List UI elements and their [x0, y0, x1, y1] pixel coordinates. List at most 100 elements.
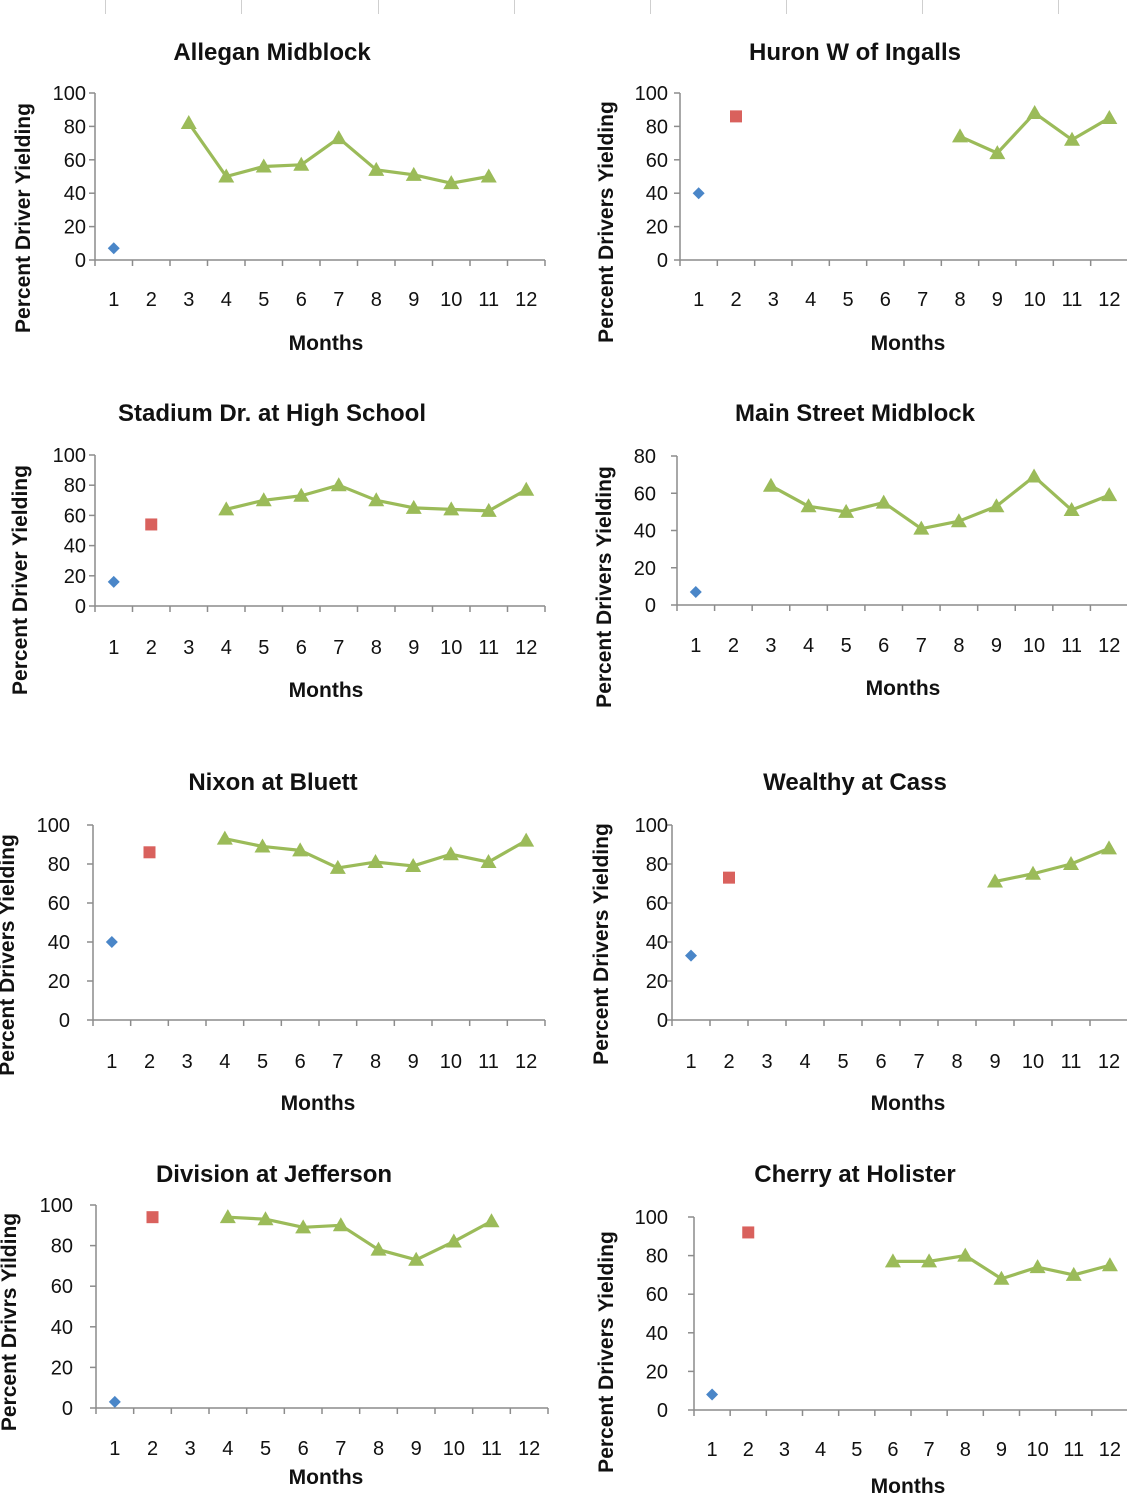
triangle-marker: [255, 492, 272, 507]
y-tick-label: 0: [645, 595, 656, 617]
triangle-marker: [180, 115, 197, 130]
chart-title: Huron W of Ingalls: [749, 39, 961, 66]
triangle-marker: [884, 1253, 901, 1268]
x-tick-label: 11: [1063, 1439, 1084, 1461]
x-tick-label: 6: [298, 1438, 309, 1460]
x-tick-label: 8: [954, 289, 965, 311]
triangle-marker: [1029, 1259, 1046, 1274]
triangle-marker: [987, 873, 1003, 888]
x-tick-label: 12: [515, 637, 537, 659]
y-tick-label: 0: [59, 1010, 70, 1032]
y-axis-label: Percent Drivers Yielding: [595, 1231, 618, 1473]
y-tick-label: 60: [64, 150, 86, 172]
x-tick-label: 11: [1061, 635, 1082, 657]
x-tick-label: 5: [841, 635, 852, 657]
triangle-marker: [1026, 468, 1043, 483]
x-tick-label: 8: [953, 635, 964, 657]
y-tick-label: 0: [657, 1010, 668, 1032]
triangle-marker: [408, 1251, 425, 1266]
y-tick-label: 80: [646, 116, 668, 138]
x-tick-label: 8: [373, 1438, 384, 1460]
x-tick-label: 1: [108, 289, 119, 311]
x-tick-label: 4: [221, 637, 232, 659]
x-tick-label: 11: [1061, 1051, 1082, 1073]
y-tick-label: 40: [64, 536, 86, 558]
x-tick-label: 8: [951, 1051, 962, 1073]
x-tick-label: 11: [1062, 289, 1083, 311]
y-tick-label: 20: [48, 971, 70, 993]
triangle-marker: [254, 838, 271, 853]
triangle-marker: [1101, 487, 1118, 502]
triangle-marker: [988, 498, 1005, 513]
triangle-marker: [216, 830, 233, 845]
y-tick-label: 20: [634, 558, 656, 580]
top-tick-mark: [1058, 0, 1059, 14]
x-tick-label: 12: [518, 1438, 540, 1460]
square-marker: [145, 518, 158, 531]
top-tick-mark: [514, 0, 515, 14]
top-tick-mark: [378, 0, 379, 14]
triangle-marker: [368, 492, 385, 507]
x-tick-label: 1: [109, 1438, 120, 1460]
y-tick-label: 20: [64, 217, 86, 239]
y-tick-label: 100: [53, 445, 86, 467]
x-axis-label: Months: [289, 679, 364, 702]
x-axis-label: Months: [289, 332, 364, 355]
triangle-marker: [1065, 1266, 1082, 1281]
x-tick-label: 5: [257, 1051, 268, 1073]
triangle-marker: [483, 1213, 500, 1228]
triangle-marker: [292, 842, 309, 857]
x-tick-label: 2: [730, 289, 741, 311]
chart-title: Wealthy at Cass: [763, 769, 947, 796]
x-tick-label: 6: [296, 637, 307, 659]
triangle-marker: [443, 175, 460, 190]
x-tick-label: 7: [333, 289, 344, 311]
x-tick-label: 6: [887, 1439, 898, 1461]
y-tick-label: 80: [64, 116, 86, 138]
x-tick-label: 7: [924, 1439, 935, 1461]
y-tick-label: 20: [51, 1357, 73, 1379]
y-tick-label: 20: [646, 971, 668, 993]
triangle-marker: [367, 854, 384, 869]
triangle-marker: [518, 832, 535, 847]
triangle-marker: [1101, 1257, 1118, 1272]
square-marker: [143, 846, 156, 859]
y-tick-label: 40: [51, 1317, 73, 1339]
x-tick-label: 4: [219, 1051, 230, 1073]
x-tick-label: 12: [1098, 289, 1120, 311]
y-tick-label: 60: [646, 893, 668, 915]
x-tick-label: 4: [221, 289, 232, 311]
triangle-marker: [1101, 110, 1118, 125]
triangle-marker: [329, 859, 346, 874]
y-tick-label: 0: [657, 250, 668, 272]
triangle-marker: [218, 168, 235, 183]
y-tick-label: 40: [646, 183, 668, 205]
x-tick-label: 8: [370, 1051, 381, 1073]
diamond-marker: [685, 949, 697, 962]
triangle-marker: [952, 128, 968, 143]
x-tick-label: 1: [690, 635, 701, 657]
x-tick-label: 8: [371, 637, 382, 659]
x-tick-label: 6: [880, 289, 891, 311]
x-tick-label: 9: [991, 635, 1002, 657]
y-tick-label: 100: [37, 815, 70, 837]
x-tick-label: 3: [185, 1438, 196, 1460]
triangle-marker: [989, 145, 1006, 160]
y-tick-label: 0: [75, 250, 86, 272]
square-marker: [723, 871, 735, 884]
y-tick-label: 100: [635, 815, 668, 837]
y-axis-label: Percent Drivrs Yilding: [0, 1213, 21, 1431]
diamond-marker: [689, 585, 702, 598]
x-tick-label: 2: [144, 1051, 155, 1073]
x-axis-label: Months: [281, 1092, 356, 1115]
x-tick-label: 7: [335, 1438, 346, 1460]
y-tick-label: 0: [75, 596, 86, 618]
y-tick-label: 60: [64, 505, 86, 527]
series-line: [994, 846, 1110, 884]
